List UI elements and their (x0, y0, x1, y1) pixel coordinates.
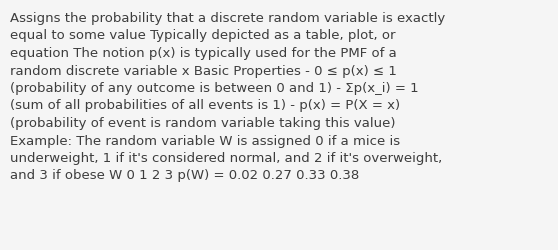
Text: Assigns the probability that a discrete random variable is exactly
equal to some: Assigns the probability that a discrete … (10, 12, 445, 182)
